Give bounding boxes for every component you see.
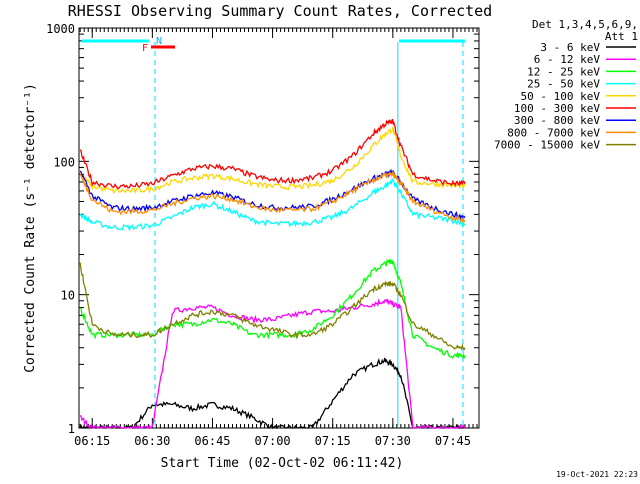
series-line-3 (79, 178, 466, 232)
x-axis-label: Start Time (02-Oct-02 06:11:42) (161, 456, 404, 471)
legend-label: 3 - 6 keV (540, 41, 600, 54)
x-tick-label: 07:15 (315, 434, 351, 448)
x-tick-label: 07:45 (435, 434, 471, 448)
legend-label: 12 - 25 keV (527, 65, 600, 78)
flare-flag-label: F (142, 43, 148, 54)
x-tick-label: 06:15 (74, 434, 110, 448)
y-tick-label: 100 (53, 155, 75, 169)
legend-label: 7000 - 15000 keV (494, 139, 600, 152)
x-tick-label: 06:45 (194, 434, 230, 448)
y-tick-label: 1000 (46, 22, 75, 36)
series-line-5 (79, 118, 466, 190)
y-tick-label: 10 (61, 289, 75, 303)
legend-label: 800 - 7000 keV (507, 126, 600, 139)
y-tick-label: 1 (68, 422, 75, 436)
legend-title-line-2: Att 1 (605, 30, 638, 43)
marker-bars: F N (82, 36, 465, 54)
series-line-4 (79, 126, 466, 195)
legend-label: 6 - 12 keV (534, 53, 601, 66)
night-flag-label: N (156, 36, 162, 47)
series-line-1 (79, 298, 466, 431)
x-tick-label: 07:00 (255, 434, 291, 448)
legend-label: 100 - 300 keV (514, 102, 600, 115)
series-line-8 (79, 262, 466, 351)
footer-timestamp: 19-Oct-2021 22:23 (556, 470, 638, 479)
legend-title-line-1: Det 1,3,4,5,6,9, (532, 18, 638, 31)
legend-label: 50 - 100 keV (521, 90, 601, 103)
plot-area: 1 10 100 1000 06:15 06:30 06:45 07:00 07:15 07:3… (46, 22, 480, 448)
plot-frame (78, 27, 480, 429)
y-axis-label: Corrected Count Rate (s⁻¹ detector⁻¹) (23, 83, 38, 373)
legend-label: 300 - 800 keV (514, 114, 600, 127)
series-line-2 (79, 257, 466, 360)
series-line-7 (79, 170, 466, 224)
x-tick-label: 06:30 (134, 434, 170, 448)
chart-title: RHESSI Observing Summary Count Rates, Co… (68, 2, 492, 20)
legend-label: 25 - 50 keV (527, 78, 600, 91)
series-line-0 (79, 357, 465, 430)
x-tick-label: 07:30 (375, 434, 411, 448)
